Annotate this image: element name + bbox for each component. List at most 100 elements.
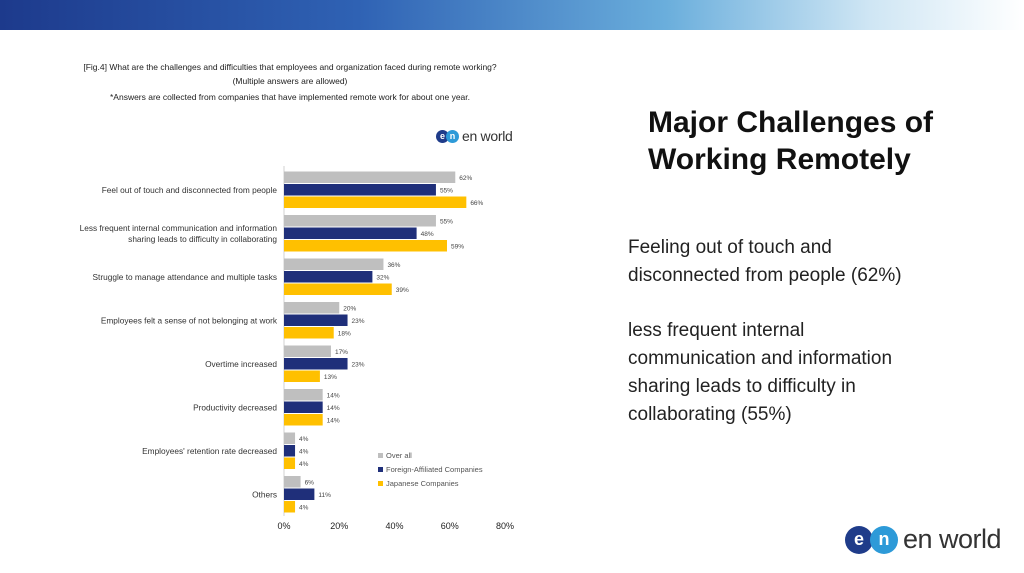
category-label: Employees felt a sense of not belonging … [101,315,278,325]
data-label: 36% [387,262,400,269]
logo-large-mark-n: n [870,525,898,554]
key-point-2-line2: communication and information [628,348,893,369]
x-tick-label: 60% [441,521,459,531]
category-label-line: sharing leads to difficulty in collabora… [128,234,277,244]
data-label: 32% [376,275,389,282]
data-label: 59% [451,244,464,251]
data-label: 11% [318,492,331,499]
category-label-line: Productivity decreased [193,402,277,412]
bar [284,432,296,444]
key-point-1-line2: disconnected from people (62%) [628,265,902,286]
x-tick-label: 40% [385,521,403,531]
data-label: 23% [352,318,365,325]
bar [284,327,334,339]
legend-entry: Over all [386,451,412,460]
legend-swatch [378,453,383,458]
chart-logo: e n en world [436,128,513,144]
category-label-line: Overtime increased [205,359,277,369]
slide-title-line2: Working Remotely [648,143,911,176]
data-label: 4% [299,461,309,468]
category-label-line: Employees' retention rate decreased [142,446,277,456]
category-label: Overtime increased [205,359,277,369]
bar [284,445,296,457]
data-label: 13% [324,374,337,381]
bar [284,171,456,183]
data-label: 17% [335,349,348,356]
data-label: 6% [305,480,315,487]
logo-text: en world [462,128,513,144]
figure-note: *Answers are collected from companies th… [109,92,470,102]
data-label: 18% [338,331,351,338]
bar [284,184,436,196]
x-tick-label: 80% [496,521,514,531]
bar [284,501,296,513]
figure-title: [Fig.4] What are the challenges and diff… [83,62,497,72]
bar [284,302,340,314]
data-label: 39% [396,287,409,294]
data-label: 4% [299,436,309,443]
data-label: 55% [440,188,453,195]
category-label: Employees' retention rate decreased [142,446,277,456]
legend-entry: Japanese Companies [386,479,459,488]
data-label: 23% [352,362,365,369]
category-label: Less frequent internal communication and… [80,223,278,244]
bar [284,457,296,469]
slide-title-line1: Major Challenges of [648,106,934,139]
data-label: 4% [299,505,309,512]
en-world-logo-large-icon: e n [845,525,898,554]
slide-title: Major Challenges of Working Remotely [648,104,1018,178]
category-label: Others [252,489,277,499]
bar [284,314,348,326]
bar [284,196,467,208]
category-label: Struggle to manage attendance and multip… [93,272,278,282]
legend-entry: Foreign-Affiliated Companies [386,465,483,474]
data-label: 66% [470,200,483,207]
data-label: 20% [343,306,356,313]
x-tick-label: 0% [277,521,290,531]
data-label: 4% [299,449,309,456]
top-banner [0,0,1024,30]
data-label: 14% [327,393,340,400]
footer-logo: e n en world [845,524,1002,555]
bar [284,283,392,295]
legend-swatch [378,481,383,486]
bar [284,414,323,426]
bar [284,488,315,500]
logo-large-mark-e: e [845,525,873,554]
logo-mark-e: e [436,129,449,143]
category-label-line: Less frequent internal communication and… [80,223,278,233]
logo-large-text: en world [903,524,1002,554]
en-world-logo-icon: e n [436,129,459,143]
key-point-2-line3: sharing leads to difficulty in [628,376,856,397]
data-label: 14% [327,405,340,412]
category-label-line: Employees felt a sense of not belonging … [101,315,278,325]
data-label: 62% [459,175,472,182]
bar [284,227,417,239]
figure-subtitle: (Multiple answers are allowed) [232,76,348,86]
bar [284,215,436,227]
data-label: 55% [440,219,453,226]
bar [284,389,323,401]
bar [284,370,320,382]
key-point-1-line1: Feeling out of touch and [628,237,832,258]
x-tick-label: 20% [330,521,348,531]
key-point-2: less frequent internal communication and… [628,317,988,429]
category-label-line: Others [252,489,277,499]
bar [284,271,373,283]
data-label: 14% [327,418,340,425]
key-point-1: Feeling out of touch and disconnected fr… [628,234,988,290]
category-label-line: Struggle to manage attendance and multip… [93,272,278,282]
key-point-2-line1: less frequent internal [628,320,805,341]
bar [284,476,301,488]
bar [284,240,447,252]
legend-swatch [378,467,383,472]
bar [284,401,323,413]
data-label: 48% [421,231,434,238]
bar [284,345,331,357]
category-label-line: Feel out of touch and disconnected from … [102,185,278,195]
bar [284,358,348,370]
category-label: Feel out of touch and disconnected from … [102,185,278,195]
bar [284,258,384,270]
key-point-2-line4: collaborating (55%) [628,404,792,425]
